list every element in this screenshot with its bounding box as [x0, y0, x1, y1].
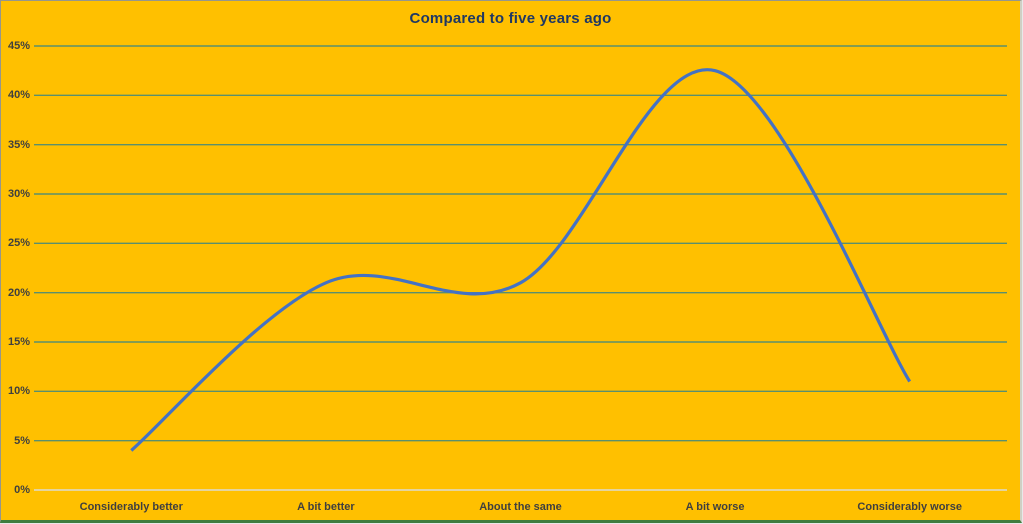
x-axis-category-label: About the same	[479, 501, 562, 513]
chart-title: Compared to five years ago	[409, 10, 612, 27]
x-axis-category-label: A bit better	[297, 501, 355, 513]
y-axis-tick-label: 20%	[7, 286, 30, 299]
y-axis-tick-label: 15%	[7, 336, 30, 348]
y-axis-tick-label: 25%	[7, 237, 30, 250]
y-axis-tick-label: 5%	[14, 434, 30, 447]
y-axis-tick-label: 40%	[7, 89, 30, 102]
y-axis-tick-label: 0%	[14, 484, 30, 496]
x-axis-category-label: Considerably worse	[857, 501, 962, 513]
trend-line	[130, 68, 912, 452]
y-axis-tick-label: 35%	[7, 138, 30, 151]
y-axis-tick-label: 45%	[7, 40, 30, 52]
y-axis-tick-label: 10%	[7, 385, 30, 398]
x-axis-category-label: Considerably better	[79, 501, 183, 513]
y-axis-tick-label: 30%	[7, 188, 30, 200]
x-axis-category-label: A bit worse	[685, 501, 745, 513]
